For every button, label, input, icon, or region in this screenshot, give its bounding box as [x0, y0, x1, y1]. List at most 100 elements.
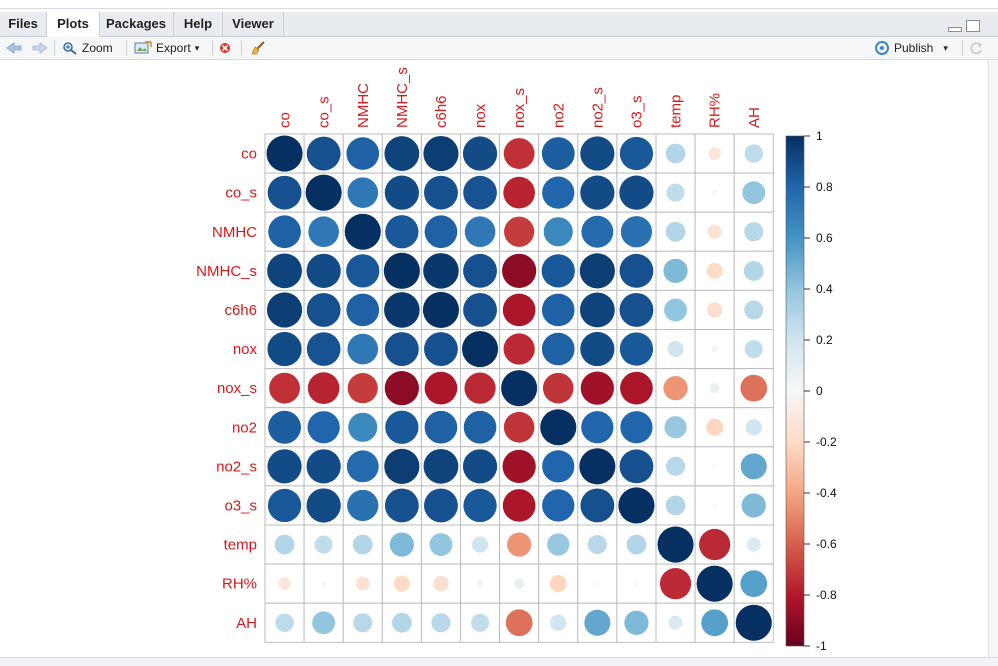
maximize-pane-icon[interactable] [966, 20, 980, 32]
correlation-circle-NMHC-co_s [308, 216, 339, 248]
remove-plot-button[interactable] [219, 37, 231, 59]
correlation-circle-RH%-AH [740, 570, 768, 598]
toolbar-divider [212, 41, 213, 55]
remove-plot-icon [220, 43, 230, 53]
tab-viewer[interactable]: Viewer [223, 12, 284, 36]
correlation-circle-nox-temp [667, 340, 684, 358]
correlation-circle-AH-nox [471, 613, 490, 632]
correlation-circle-co_s-c6h6 [424, 175, 458, 210]
correlation-circle-temp-co [274, 534, 295, 555]
correlation-circle-temp-no2_s [587, 535, 607, 555]
correlation-circle-NMHC-NMHC [344, 213, 381, 250]
pane-tab-bar: Files Plots Packages Help Viewer [0, 12, 998, 37]
correlation-circle-o3_s-co_s [306, 488, 341, 523]
clear-all-plots-button[interactable] [250, 37, 266, 59]
colorbar-tick-label: 1 [816, 129, 823, 143]
correlation-circle-RH%-temp [659, 568, 692, 600]
correlation-circle-o3_s-NMHC [347, 489, 379, 522]
correlation-circle-no2-nox_s [503, 411, 535, 443]
correlation-circle-no2-nox [463, 410, 497, 444]
correlation-circle-nox_s-RH% [709, 383, 720, 394]
minimize-pane-icon[interactable] [948, 27, 962, 32]
correlation-circle-NMHC_s-temp [663, 258, 688, 283]
correlation-circle-o3_s-c6h6 [424, 488, 458, 523]
correlation-circle-temp-c6h6 [429, 533, 453, 556]
correlation-circle-co_s-nox [463, 175, 497, 210]
correlation-circle-NMHC-nox_s [504, 216, 535, 247]
back-arrow-icon[interactable] [6, 37, 22, 59]
correlation-circle-NMHC-nox [464, 216, 496, 248]
correlation-circle-nox_s-no2 [542, 372, 574, 404]
correlation-circle-co-o3_s [619, 136, 654, 171]
correlation-circle-temp-RH% [699, 528, 731, 561]
column-label: nox [472, 103, 489, 128]
correlation-circle-AH-nox_s [505, 609, 533, 637]
row-label: no2_s [216, 458, 257, 475]
correlation-circle-o3_s-no2_s [580, 488, 615, 523]
correlation-circle-co-RH% [708, 147, 721, 160]
refresh-button[interactable] [968, 37, 984, 59]
correlation-circle-NMHC_s-NMHC_s [383, 252, 420, 289]
export-label: Export [156, 41, 191, 55]
correlation-circle-AH-co_s [312, 611, 336, 635]
matrix-cell [342, 602, 383, 643]
correlation-circle-c6h6-NMHC [346, 293, 380, 327]
correlation-circle-co-co [266, 135, 303, 172]
broom-icon [251, 41, 265, 55]
correlation-circle-RH%-nox_s [514, 578, 525, 589]
correlation-circle-co_s-temp [666, 183, 685, 202]
correlation-circle-co-no2 [541, 137, 575, 170]
correlation-circle-no2_s-no2 [542, 450, 575, 483]
colorbar-tick-label: 0.8 [816, 180, 833, 194]
tab-help[interactable]: Help [174, 12, 223, 36]
export-button[interactable]: Export ▾ [134, 37, 199, 59]
row-label: co_s [225, 185, 257, 202]
correlation-circle-no2_s-NMHC [346, 450, 379, 483]
tab-plots[interactable]: Plots [46, 12, 100, 37]
column-label: co [277, 112, 294, 128]
correlation-plot: co co_s NMHC NMHC_s c6h6 nox nox_s no2 no2_s o3_s… [196, 67, 837, 653]
correlation-circle-co_s-no2 [542, 176, 575, 209]
correlation-circle-co-temp [665, 143, 686, 164]
correlation-circle-AH-co [275, 613, 294, 632]
correlation-circle-no2-NMHC_s [385, 410, 419, 444]
correlation-circle-o3_s-temp [665, 495, 686, 516]
correlation-circle-o3_s-no2 [542, 489, 575, 522]
zoom-label: Zoom [82, 41, 113, 55]
correlation-circle-NMHC-RH% [707, 224, 722, 239]
correlation-circle-nox-NMHC_s [384, 332, 419, 366]
correlation-circle-c6h6-no2_s [579, 292, 615, 328]
correlation-circle-no2_s-nox [462, 449, 498, 484]
colorbar-tick-label: 0.2 [816, 333, 833, 347]
toolbar-divider [126, 41, 127, 55]
correlation-circle-c6h6-co [266, 292, 303, 328]
tab-packages[interactable]: Packages [99, 12, 174, 36]
publish-label: Publish [894, 41, 934, 55]
toolbar-divider [962, 41, 963, 55]
correlation-circle-RH%-o3_s [634, 581, 639, 586]
row-label: nox_s [217, 380, 257, 397]
correlation-circle-temp-co_s [314, 535, 333, 554]
publish-button[interactable]: Publish ▾ [874, 37, 948, 59]
chevron-down-icon: ▾ [194, 43, 200, 53]
correlation-circle-co-NMHC [346, 137, 380, 170]
row-label: c6h6 [224, 302, 257, 319]
colorbar-tick-label: 0.4 [816, 282, 833, 296]
colorbar-tick-label: -0.6 [816, 537, 837, 551]
column-label: nox_s [511, 88, 528, 128]
colorbar-tick-label: -0.2 [816, 435, 837, 449]
correlation-circle-no2-c6h6 [424, 410, 458, 444]
correlation-circle-NMHC_s-c6h6 [423, 253, 459, 289]
correlation-circle-nox_s-NMHC_s [384, 371, 419, 406]
forward-arrow-icon[interactable] [32, 37, 48, 59]
scrollbar[interactable] [988, 60, 998, 657]
tab-files[interactable]: Files [0, 12, 47, 36]
correlation-circle-AH-c6h6 [431, 613, 451, 633]
correlation-circle-nox-nox_s [503, 333, 535, 365]
correlation-circle-c6h6-nox [463, 293, 497, 327]
correlation-circle-nox-AH [744, 340, 763, 359]
correlation-circle-no2-temp [664, 416, 687, 439]
correlation-circle-co_s-NMHC [347, 177, 379, 208]
zoom-button[interactable]: Zoom [62, 37, 113, 59]
correlation-circle-co_s-RH% [712, 190, 718, 196]
